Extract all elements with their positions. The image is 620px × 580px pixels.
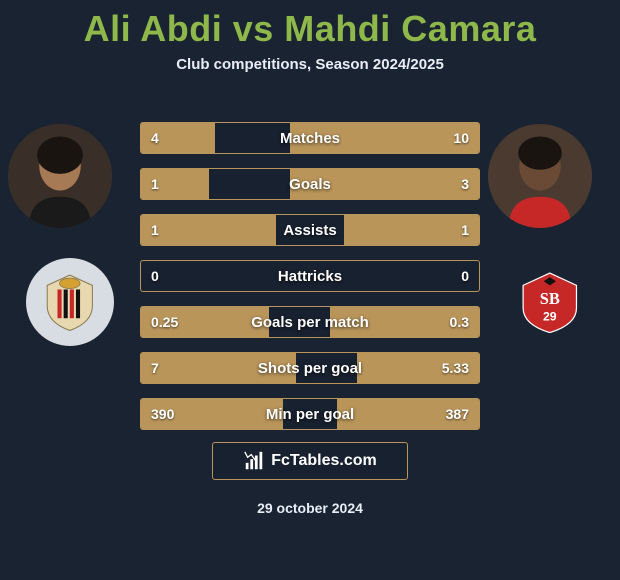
person-silhouette-icon [8,124,112,228]
player-right-avatar [488,124,592,228]
branding-badge: FcTables.com [212,442,408,480]
svg-text:SB: SB [540,289,560,308]
stat-row: 410Matches [140,122,480,154]
branding-text: FcTables.com [271,452,377,470]
stat-value-left: 7 [141,353,169,383]
stat-value-right: 3 [451,169,479,199]
stat-value-left: 390 [141,399,184,429]
stat-value-left: 1 [141,169,169,199]
stat-label: Hattricks [141,261,479,291]
stat-value-right: 10 [443,123,479,153]
stat-row: 390387Min per goal [140,398,480,430]
club-crest-icon [39,271,101,333]
person-silhouette-icon [488,124,592,228]
stat-row: 13Goals [140,168,480,200]
player-right-club-badge: SB 29 [506,258,594,346]
date-label: 29 october 2024 [0,500,620,516]
stats-container: 410Matches13Goals11Assists00Hattricks0.2… [140,122,480,444]
stat-row: 0 0Hattricks [140,260,480,292]
stat-row: 0.250.3Goals per match [140,306,480,338]
player-left-club-badge [26,258,114,346]
page-title: Ali Abdi vs Mahdi Camara [0,0,620,50]
bar-chart-icon [243,450,265,472]
club-crest-icon: SB 29 [519,271,581,333]
stat-value-left: 1 [141,215,169,245]
stat-row: 11Assists [140,214,480,246]
svg-text:29: 29 [543,309,557,323]
stat-value-right: 387 [436,399,479,429]
stat-value-right: 5.33 [432,353,479,383]
stat-value-left: 0.25 [141,307,188,337]
page-subtitle: Club competitions, Season 2024/2025 [0,56,620,73]
player-left-avatar [8,124,112,228]
stat-value-right: 0.3 [440,307,479,337]
stat-row: 75.33Shots per goal [140,352,480,384]
stat-value-right: 0 [451,261,479,291]
stat-value-left: 0 [141,261,169,291]
stat-value-left: 4 [141,123,169,153]
stat-value-right: 1 [451,215,479,245]
